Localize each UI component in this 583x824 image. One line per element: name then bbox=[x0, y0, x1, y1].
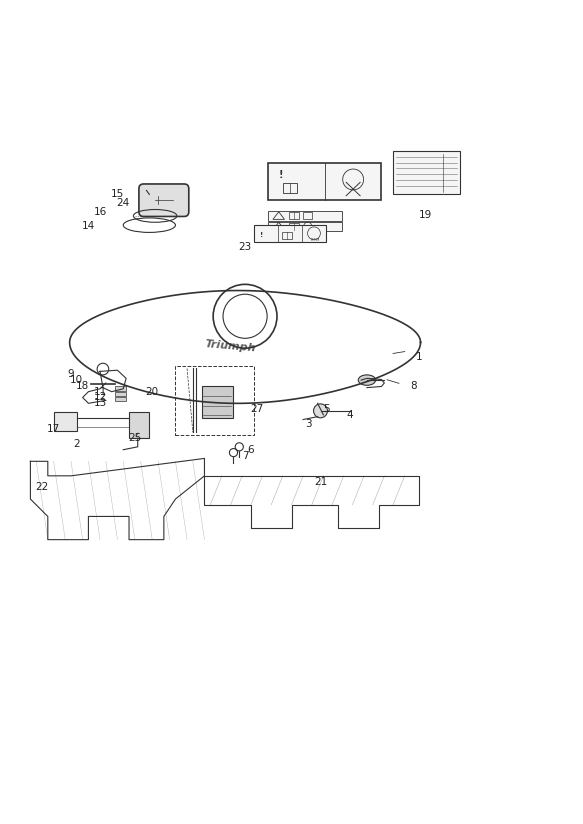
Text: 24: 24 bbox=[117, 198, 130, 208]
Bar bbox=[289, 213, 299, 219]
Bar bbox=[268, 162, 381, 200]
FancyBboxPatch shape bbox=[139, 184, 189, 217]
Text: 14: 14 bbox=[82, 222, 95, 232]
Text: 27: 27 bbox=[250, 404, 264, 414]
Bar bbox=[268, 222, 342, 231]
Ellipse shape bbox=[358, 375, 375, 386]
Text: 15: 15 bbox=[111, 190, 124, 199]
Text: !: ! bbox=[259, 232, 263, 238]
Text: 16: 16 bbox=[93, 207, 107, 217]
Bar bbox=[114, 397, 126, 401]
Bar bbox=[114, 386, 126, 391]
Text: 8: 8 bbox=[410, 381, 417, 391]
Text: 12: 12 bbox=[93, 392, 107, 402]
Text: !: ! bbox=[279, 170, 283, 180]
Text: 4: 4 bbox=[346, 410, 353, 420]
Text: 20: 20 bbox=[146, 386, 159, 396]
Bar bbox=[254, 225, 326, 242]
Bar bbox=[282, 232, 292, 239]
Text: 13: 13 bbox=[93, 398, 107, 409]
Bar bbox=[393, 151, 460, 194]
Text: 25: 25 bbox=[128, 433, 142, 443]
Text: 5: 5 bbox=[323, 404, 329, 414]
Text: 17: 17 bbox=[47, 424, 60, 434]
Bar bbox=[54, 412, 77, 431]
Text: 7: 7 bbox=[242, 451, 248, 461]
Bar bbox=[129, 412, 149, 438]
Text: 11: 11 bbox=[93, 386, 107, 396]
Circle shape bbox=[314, 404, 328, 418]
Bar bbox=[114, 391, 126, 396]
Text: 2: 2 bbox=[73, 439, 80, 449]
Text: R.P.M: R.P.M bbox=[310, 238, 319, 242]
Text: 18: 18 bbox=[76, 381, 89, 391]
Text: 3: 3 bbox=[305, 419, 312, 428]
Text: 6: 6 bbox=[248, 445, 254, 455]
Bar bbox=[289, 222, 299, 230]
Bar bbox=[283, 183, 297, 194]
Bar bbox=[175, 366, 254, 435]
Text: 9: 9 bbox=[68, 369, 74, 379]
Text: 23: 23 bbox=[238, 241, 252, 251]
Text: 10: 10 bbox=[71, 375, 83, 385]
Text: 1: 1 bbox=[416, 352, 423, 362]
Bar bbox=[268, 211, 342, 221]
Text: Triumph: Triumph bbox=[205, 339, 257, 353]
Bar bbox=[303, 213, 312, 219]
Text: 22: 22 bbox=[36, 482, 48, 493]
Text: 19: 19 bbox=[419, 210, 431, 220]
Bar bbox=[202, 386, 233, 418]
Text: 21: 21 bbox=[314, 476, 327, 487]
